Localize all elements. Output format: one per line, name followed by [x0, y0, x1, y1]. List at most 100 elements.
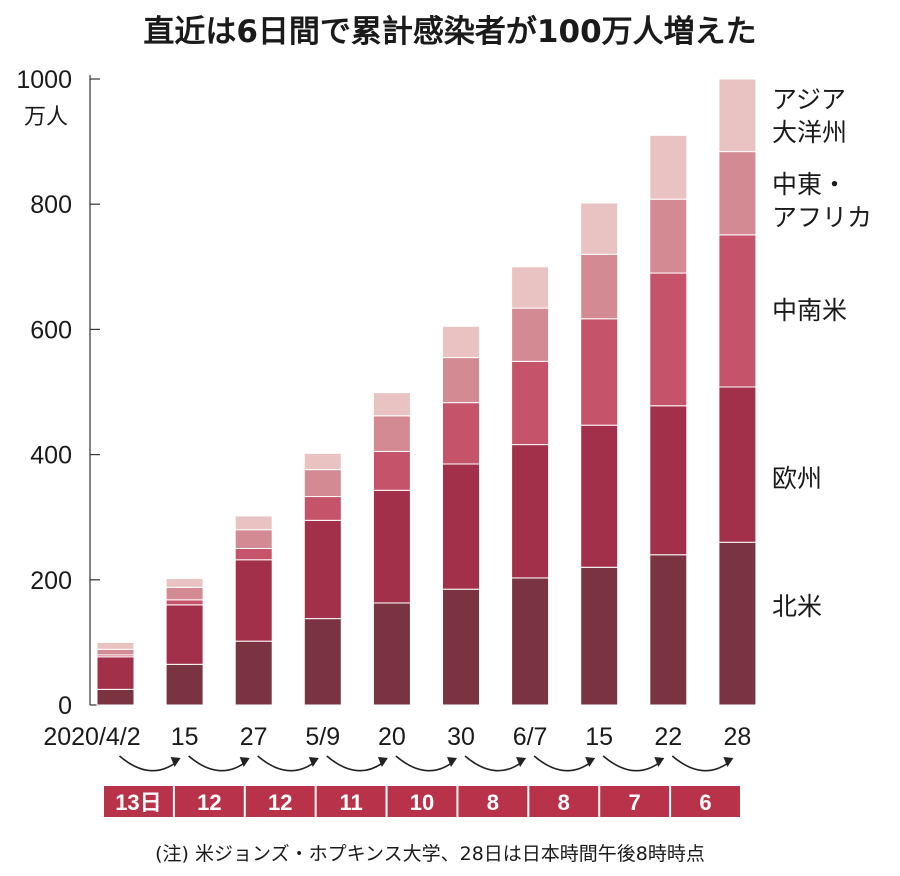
x-tick-label: 15 — [171, 723, 199, 751]
y-unit-label: 万人 — [24, 105, 68, 130]
bar-segment — [96, 688, 135, 706]
region-label-line: 北米 — [772, 592, 822, 621]
interval-arrow — [257, 755, 316, 772]
x-tick-label: 20 — [378, 723, 406, 751]
bar-segment — [96, 648, 135, 656]
interval-arrowhead — [170, 757, 181, 767]
interval-label: 11 — [339, 790, 362, 815]
x-tick-label: 27 — [240, 723, 268, 751]
region-label-line: 大洋州 — [772, 118, 847, 147]
x-tick-label: 28 — [723, 723, 751, 751]
interval-arrow — [326, 755, 385, 772]
bar-segment — [165, 604, 204, 665]
y-tick-label: 600 — [30, 316, 72, 344]
bar-segment — [372, 392, 411, 417]
x-tick-label: 15 — [585, 723, 613, 751]
bar-segment — [718, 386, 757, 543]
bar-segment — [580, 318, 619, 426]
region-label: 中南米 — [772, 296, 847, 325]
bar-segment — [96, 641, 135, 650]
bar-segment — [511, 577, 550, 706]
interval-arrow — [395, 755, 454, 772]
interval-arrowhead — [447, 757, 457, 767]
interval-label: 6 — [699, 790, 711, 815]
bar-segment — [303, 452, 342, 471]
y-axis: 0 200 400 600 800 1000 万人 — [16, 66, 100, 720]
bar-segment — [303, 618, 342, 706]
bar-segment — [511, 266, 550, 309]
interval-box — [245, 786, 315, 817]
bar-segment — [511, 360, 550, 446]
interval-box — [458, 786, 528, 817]
x-tick-label: 6/7 — [513, 723, 548, 751]
interval-strip: 13日 12 12 11 10 8 8 7 6 — [104, 755, 740, 817]
interval-label: 12 — [268, 790, 292, 815]
x-tick-label: 30 — [447, 723, 475, 751]
y-tick-label: 400 — [30, 442, 72, 470]
bar-segment — [372, 489, 411, 604]
interval-box — [600, 786, 670, 817]
bar-segment — [442, 325, 480, 359]
bar-segment — [442, 402, 480, 465]
bar-segment — [580, 424, 619, 568]
x-axis: 2020/4/2 15 27 5/9 20 30 6/7 15 22 28 — [43, 723, 751, 751]
interval-box — [104, 786, 173, 817]
bar-segment — [580, 253, 619, 320]
bars — [96, 78, 757, 706]
bar-segment — [165, 599, 204, 606]
region-label-line: アジア — [772, 85, 846, 114]
bar-segment — [580, 202, 619, 255]
interval-arrowhead — [516, 757, 527, 767]
bar-segment — [511, 444, 550, 579]
bar-segment — [234, 640, 273, 706]
interval-label: 13日 — [115, 790, 161, 815]
bar-segment — [511, 307, 550, 362]
bar-segment — [165, 578, 204, 588]
bar-segment — [718, 541, 757, 706]
region-label-line: 中南米 — [772, 296, 847, 325]
x-tick-label: 22 — [654, 723, 682, 751]
interval-box — [671, 786, 740, 817]
bar-segment — [649, 405, 688, 556]
bar-segment — [303, 469, 342, 498]
interval-arrow — [188, 755, 247, 772]
y-tick-label: 800 — [30, 191, 72, 219]
interval-arrowhead — [377, 757, 388, 767]
bar-segment — [234, 529, 273, 549]
bar-segment — [649, 554, 688, 706]
bar-segment — [649, 198, 688, 274]
bar-segment — [442, 357, 480, 404]
interval-label: 8 — [487, 790, 499, 815]
region-label: 中東・アフリカ — [772, 170, 872, 232]
interval-label: 10 — [410, 790, 434, 815]
interval-box — [316, 786, 386, 817]
y-tick-label: 200 — [30, 567, 72, 595]
bar-segment — [372, 415, 411, 452]
region-label: 北米 — [772, 592, 822, 621]
region-label: 欧州 — [772, 464, 822, 493]
bar-segment — [442, 588, 480, 706]
interval-box — [529, 786, 599, 817]
bar-segment — [96, 656, 135, 690]
region-label-line: 欧州 — [772, 464, 822, 493]
bar-segment — [165, 586, 204, 601]
region-label-line: アフリカ — [772, 203, 872, 232]
bar-segment — [442, 463, 480, 590]
bar-segment — [580, 566, 619, 706]
interval-arrowhead — [239, 757, 250, 767]
bar-segment — [718, 234, 757, 388]
interval-arrow — [671, 755, 730, 772]
interval-arrow — [464, 755, 523, 772]
interval-label: 8 — [558, 790, 570, 815]
bar-segment — [234, 559, 273, 642]
interval-arrow — [118, 755, 178, 772]
interval-arrowhead — [308, 757, 319, 767]
bar-segment — [718, 151, 757, 236]
bar-segment — [649, 134, 688, 200]
interval-arrowhead — [654, 757, 665, 767]
interval-label: 7 — [629, 790, 641, 815]
bar-segment — [234, 515, 273, 531]
